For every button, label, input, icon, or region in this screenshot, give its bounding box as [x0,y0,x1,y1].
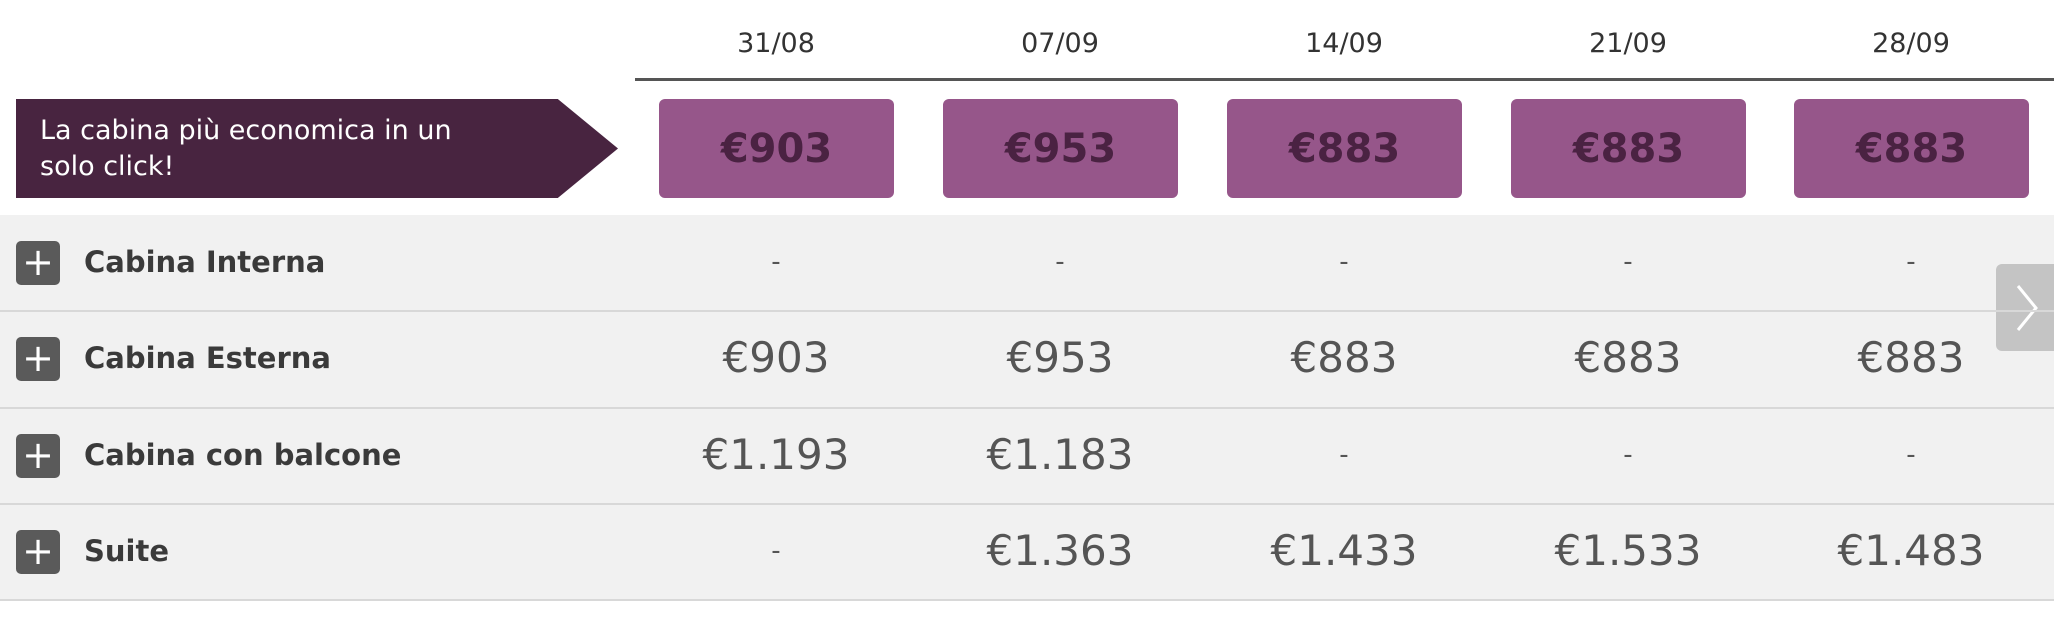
cheapest-price[interactable]: €883 [1511,99,1746,198]
cabin-price[interactable]: €1.433 [1270,525,1418,575]
next-icon [2016,285,2038,331]
cabin-price[interactable]: €1.193 [702,429,850,479]
date-header: 07/09 [1021,28,1099,59]
row-separator [0,406,2054,409]
cabin-name: Cabina Esterna [84,341,331,376]
expand-button[interactable]: + [16,241,60,286]
date-header: 14/09 [1305,28,1383,59]
cabin-name: Cabina con balcone [84,437,402,472]
cabin-price[interactable]: €883 [1574,333,1682,383]
expand-button[interactable]: + [16,433,60,478]
cabin-price[interactable]: €903 [722,333,830,383]
cabin-price: - [1623,439,1633,470]
cabin-price[interactable]: €1.483 [1837,525,1985,575]
cabin-price: - [1339,439,1349,470]
date-header: 31/08 [737,28,815,59]
cabin-price[interactable]: €1.363 [986,525,1134,575]
cheapest-price[interactable]: €953 [943,99,1178,198]
date-header: 21/09 [1589,28,1667,59]
cabin-price: - [1623,247,1633,278]
cabin-price: - [1339,247,1349,278]
next-button[interactable] [1996,264,2054,351]
cheapest-banner: La cabina più economica in un solo click… [16,99,618,198]
expand-button[interactable]: + [16,529,60,574]
cabin-price[interactable]: €883 [1857,333,1965,383]
cabin-name: Cabina Interna [84,245,326,280]
expand-button[interactable]: + [16,337,60,382]
cabin-price: - [771,535,781,566]
cabin-price: - [771,247,781,278]
cabin-price: - [1906,439,1916,470]
cabin-price: - [1906,247,1916,278]
row-separator [0,310,2054,313]
cabin-price[interactable]: €883 [1290,333,1398,383]
header-line [635,78,2054,81]
row-separator [0,599,2054,601]
cabin-price: - [1055,247,1065,278]
cabin-name: Suite [84,533,170,568]
cheapest-price[interactable]: €903 [659,99,894,198]
cabin-price[interactable]: €1.183 [986,429,1134,479]
date-header: 28/09 [1872,28,1950,59]
row-separator [0,502,2054,505]
cabin-price[interactable]: €1.533 [1554,525,1702,575]
cheapest-price[interactable]: €883 [1794,99,2029,198]
cheapest-price[interactable]: €883 [1227,99,1462,198]
cabin-price[interactable]: €953 [1006,333,1114,383]
